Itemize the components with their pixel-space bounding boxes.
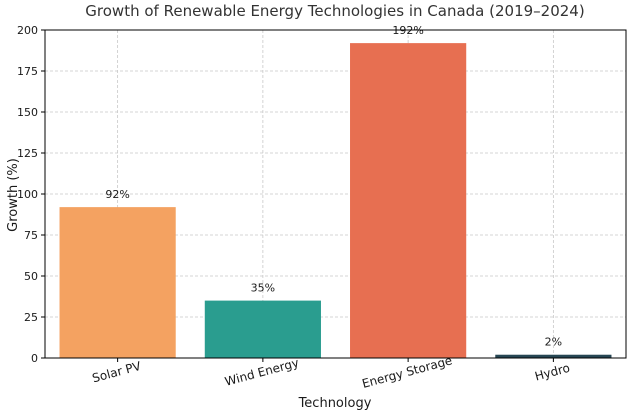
x-axis-label: Technology xyxy=(298,396,372,411)
x-axis-ticks: Solar PV Wind Energy Energy Storage Hydro xyxy=(91,353,572,391)
x-tick-label: Hydro xyxy=(533,361,571,384)
data-label: 2% xyxy=(545,336,562,349)
y-tick-label: 25 xyxy=(24,311,38,324)
bar xyxy=(59,207,176,358)
x-tick-label: Solar PV xyxy=(91,359,144,386)
y-tick-label: 50 xyxy=(24,270,38,283)
data-labels: 92% 35% 192% 2% xyxy=(105,24,562,349)
bar xyxy=(204,300,321,358)
chart-title: Growth of Renewable Energy Technologies … xyxy=(85,2,584,20)
y-axis-ticks: 0 25 50 75 100 125 150 175 200 xyxy=(17,24,45,365)
bar xyxy=(495,354,612,358)
data-label: 92% xyxy=(105,188,129,201)
data-label: 35% xyxy=(251,282,275,295)
y-tick-label: 200 xyxy=(17,24,38,37)
y-tick-label: 175 xyxy=(17,65,38,78)
x-tick-label: Wind Energy xyxy=(223,356,300,389)
y-tick-label: 100 xyxy=(17,188,38,201)
y-tick-label: 0 xyxy=(31,352,38,365)
plot-frame xyxy=(44,29,627,359)
bars xyxy=(59,43,612,359)
x-tick-label: Energy Storage xyxy=(360,353,453,391)
y-tick-label: 150 xyxy=(17,106,38,119)
y-tick-label: 75 xyxy=(24,229,38,242)
y-tick-label: 125 xyxy=(17,147,38,160)
y-axis-label: Growth (%) xyxy=(6,158,21,232)
data-label: 192% xyxy=(392,24,423,37)
bar xyxy=(350,43,467,359)
